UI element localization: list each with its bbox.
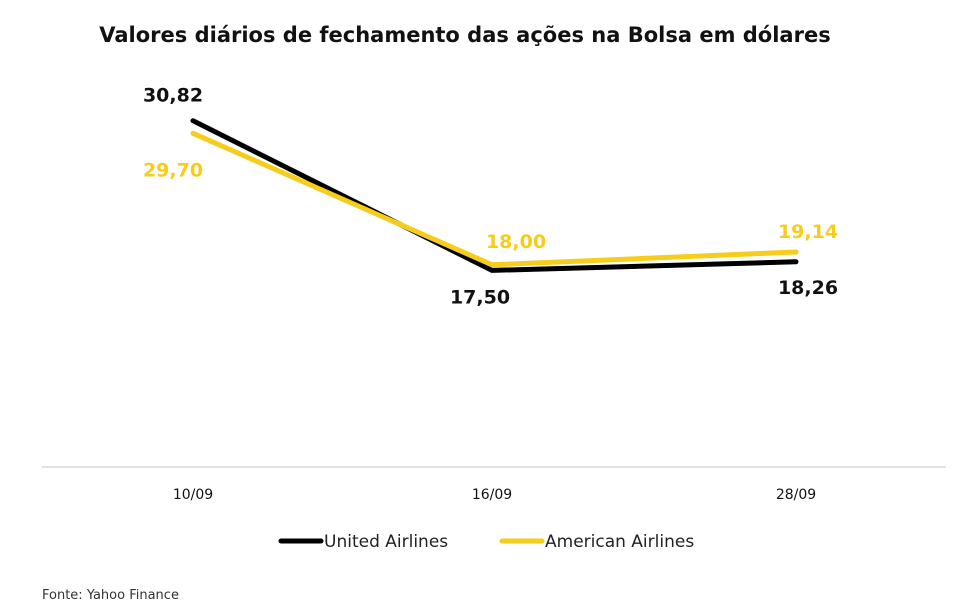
legend-label: American Airlines: [545, 532, 694, 552]
legend-item-american-airlines: American Airlines: [499, 532, 694, 552]
data-label-united-3: 18,26: [778, 277, 838, 299]
chart-title: Valores diários de fechamento das ações …: [99, 23, 830, 47]
data-label-american-3: 19,14: [778, 221, 838, 243]
series-line-united-airlines: [190, 118, 799, 273]
data-label-united-2: 17,50: [450, 286, 510, 308]
legend-label: United Airlines: [324, 532, 448, 552]
data-label-united-1: 30,82: [143, 85, 203, 107]
series-line-american-airlines: [190, 130, 799, 268]
data-label-american-2: 18,00: [486, 231, 546, 253]
source-note: Fonte: Yahoo Finance: [42, 588, 179, 603]
legend-item-united-airlines: United Airlines: [278, 532, 448, 552]
data-label-american-1: 29,70: [143, 159, 203, 181]
x-tick-label-1: 10/09: [173, 487, 213, 503]
x-tick-label-2: 16/09: [472, 487, 512, 503]
x-tick-label-3: 28/09: [776, 487, 816, 503]
